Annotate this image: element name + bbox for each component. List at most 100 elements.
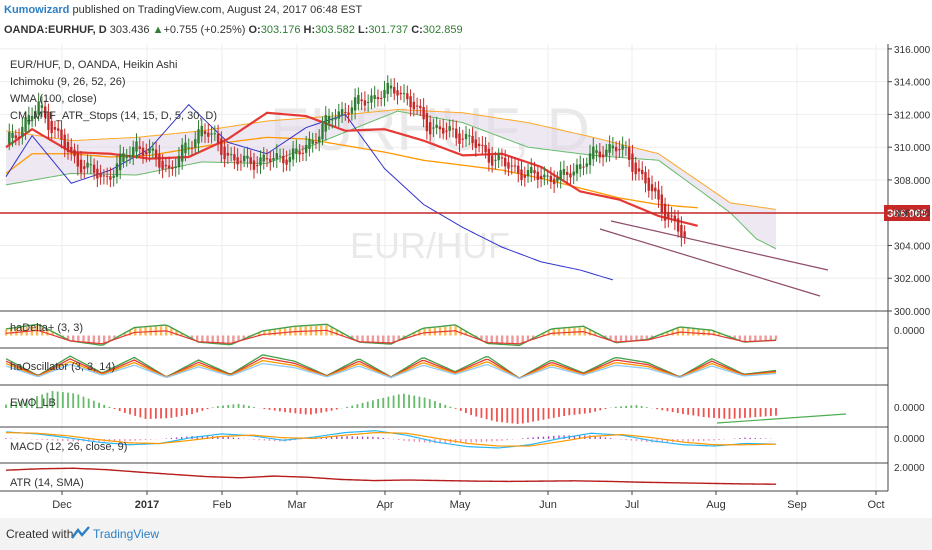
candle-body [167,165,171,169]
candle-body [575,164,579,174]
legend-wma[interactable]: WMA (100, close) [10,93,97,105]
candle-body [605,149,608,156]
candle-body [631,153,634,172]
candle-body [526,170,530,177]
symbol-line: OANDA:EURHUF, D 303.436 ▲+0.755 (+0.25%)… [4,24,463,36]
y-tick-label: 0.0000 [894,326,925,337]
candle-body [256,165,259,167]
candle-body [350,107,354,114]
candle-body [455,128,458,139]
legend-ichimoku[interactable]: Ichimoku (9, 26, 52, 26) [10,76,126,88]
candle-body [396,90,399,96]
open-value: 303.176 [260,24,301,36]
senkou-a-line [5,110,777,250]
x-tick-label: Dec [52,499,72,511]
candle-body [353,97,357,111]
candle-body [432,127,435,129]
candle-body [8,132,11,144]
candle-body [226,152,230,156]
candle-body [442,127,445,134]
trendlines [599,220,847,424]
candle-body [598,151,602,158]
macd-signal-line [5,431,777,447]
indicator-panes[interactable] [4,323,778,485]
haoscillator-line [5,362,777,380]
candle-body [105,175,109,177]
candle-body [608,144,611,153]
candle-body [184,142,187,154]
publisher-name[interactable]: Kumowizard [4,4,70,16]
candle-body [406,93,409,100]
candle-body [562,168,566,175]
candle-body [174,166,177,169]
candle-body [99,173,102,178]
candle-body [128,155,132,158]
tradingview-logo-icon [71,526,90,539]
candle-body [683,231,686,238]
candle-body [89,164,93,166]
candle-body [239,160,243,162]
candle-body [585,163,588,167]
x-tick-label: Mar [288,499,307,511]
candle-body [197,129,200,144]
candle-body [304,144,308,153]
tradingview-brand[interactable]: TradingView [93,527,160,541]
candle-body [115,163,119,177]
candle-body [468,135,471,137]
x-axis: Dec 2017 Feb Mar Apr May Jun Jul Aug Sep Oct [52,491,885,511]
price-pane[interactable] [5,75,777,281]
legend-cm-atr-stops[interactable]: CM_MTF_ATR_Stops (14, 15, D, 5, 30, D) [10,110,217,122]
candle-body [428,122,432,135]
candle-body [285,159,288,165]
candle-body [321,123,324,140]
candle-body [517,165,520,174]
candle-body [40,105,44,108]
candle-body [595,150,598,153]
symbol-name: OANDA:EURHUF, D [4,24,107,36]
candle-body [21,126,24,137]
candle-body [624,146,628,148]
candle-body [654,187,657,192]
candle-body [409,96,412,108]
trendline-upper [610,220,829,271]
candle-body [141,147,145,156]
hadelta-signal [5,329,777,345]
candle-body [579,164,582,170]
candle-body [295,148,298,154]
price-change: +0.755 (+0.25%) [163,24,246,36]
candle-body [660,194,664,213]
chart-canvas[interactable]: EURHUF, D EUR/HUF 306.065 EUR/HUF, D, OA… [0,40,932,520]
open-label: O: [248,24,261,36]
candle-body [490,155,494,166]
pane-title: MACD (12, 26, close, 9) [10,441,127,453]
candle-body [530,167,533,174]
candle-body [246,155,249,159]
candle-body [324,115,327,132]
candle-body [73,149,76,157]
candle-body [569,173,572,178]
candle-body [79,159,83,173]
candle-body [487,148,491,163]
candle-body [37,101,40,115]
legend-title: EUR/HUF, D, OANDA, Heikin Ashi [10,59,177,71]
candle-body [187,147,190,149]
candle-body [637,168,641,172]
candle-body [282,156,285,164]
candle-body [592,146,595,160]
candle-body [419,105,422,109]
candle-body [611,145,615,149]
candle-body [298,151,301,155]
candle-body [57,128,60,131]
candle-body [229,154,233,156]
y-tick-label: 300.000 [894,307,931,318]
candle-body [481,144,484,146]
candle-body [552,178,556,185]
pane-title: EWO_LB [10,397,56,409]
candle-body [252,160,256,170]
candle-body [370,95,373,103]
candle-body [112,175,115,178]
y-axis: 300.000 302.000 304.000 306.000 308.000 310.0… [888,45,931,474]
x-tick-label: Jul [625,499,639,511]
candle-body [503,157,507,167]
candle-body [200,125,203,137]
